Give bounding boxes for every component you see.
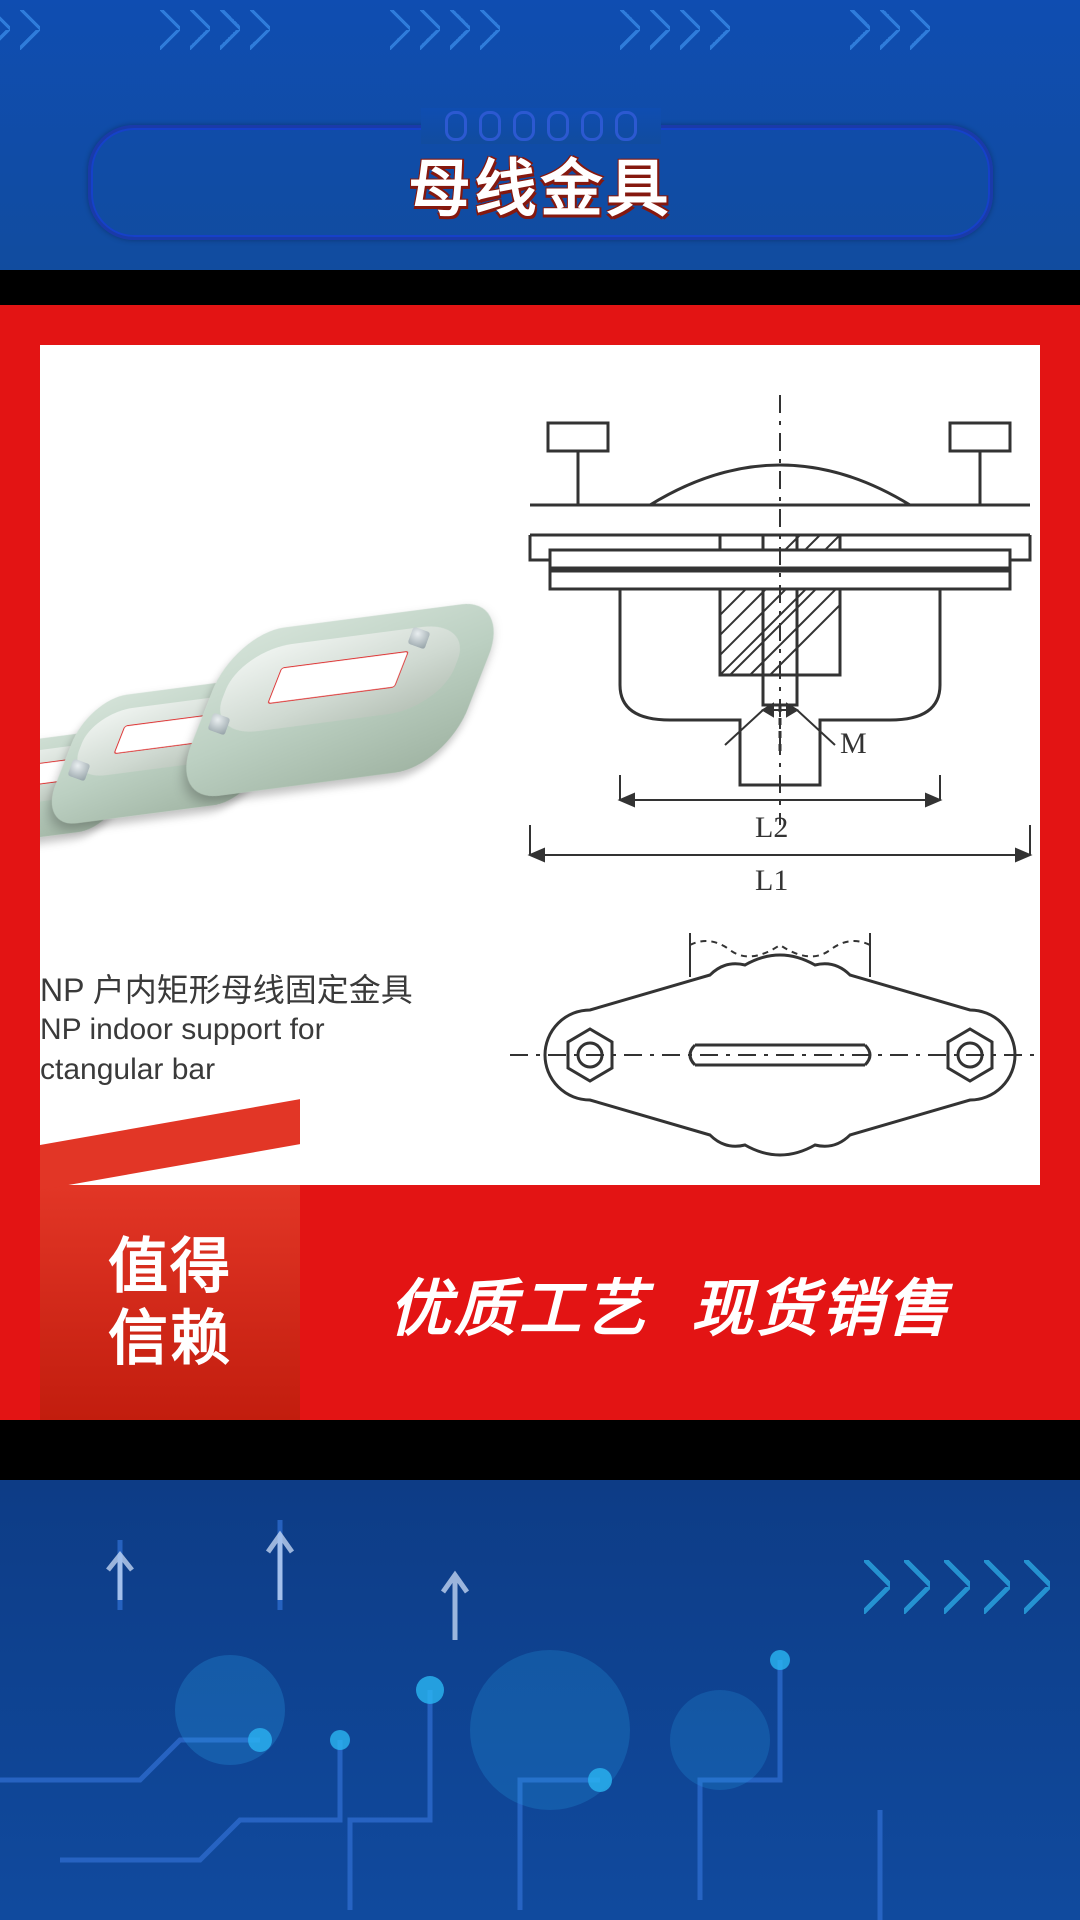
- engineering-drawing-front: M H: [470, 355, 1040, 865]
- arrow-group: [390, 10, 500, 65]
- chevron-right-icon: [650, 10, 670, 50]
- chevron-right-icon: [160, 10, 180, 50]
- chevron-right-icon: [850, 10, 870, 50]
- ornament-segment: [513, 111, 535, 141]
- ornament-segment: [615, 111, 637, 141]
- chevron-right-icon: [190, 10, 210, 50]
- chevron-right-icon: [864, 1560, 890, 1614]
- clamp-large: [210, 615, 470, 785]
- product-block: NP 户内矩形母线固定金具 NP indoor support for ctan…: [0, 305, 1080, 1420]
- chevron-right-icon: [984, 1560, 1010, 1614]
- promo-banner-right: 优质工艺现货销售: [300, 1185, 1040, 1420]
- title-ornament: [421, 108, 661, 144]
- circuit-decor: [0, 1480, 1080, 1920]
- dim-L1: L1: [755, 864, 788, 897]
- promo-badge-left: 值得 信赖: [40, 1185, 300, 1420]
- caption-en-line2: ctangular bar: [40, 1053, 215, 1086]
- separator-strip: [0, 1420, 1080, 1480]
- chevron-right-icon: [390, 10, 410, 50]
- caption-en-line1: NP indoor support for: [40, 1013, 325, 1046]
- chevron-right-icon: [450, 10, 470, 50]
- product-inner: NP 户内矩形母线固定金具 NP indoor support for ctan…: [40, 345, 1040, 1420]
- arrow-group: [0, 10, 40, 65]
- arrow-group: [160, 10, 270, 65]
- chevron-right-icon: [420, 10, 440, 50]
- promo-row: 值得 信赖 优质工艺现货销售: [40, 1185, 1040, 1420]
- page-title: 母线金具: [408, 138, 672, 228]
- product-photo: [40, 515, 470, 935]
- promo-left-line1: 值得: [108, 1233, 232, 1300]
- header-panel: 母线金具: [0, 0, 1080, 270]
- header-decorative-arrows: [0, 10, 1080, 65]
- chevron-right-icon: [904, 1560, 930, 1614]
- promo-trust-text: 值得 信赖: [108, 1231, 232, 1375]
- footer-decorative-arrows: [864, 1560, 1050, 1614]
- page-title-pill: 母线金具: [88, 125, 993, 240]
- footer-panel: [0, 1480, 1080, 1920]
- chevron-right-icon: [910, 10, 930, 50]
- chevron-right-icon: [620, 10, 640, 50]
- chevron-right-icon: [1024, 1560, 1050, 1614]
- chevron-right-icon: [880, 10, 900, 50]
- ornament-segment: [445, 111, 467, 141]
- product-caption-cn: NP 户内矩形母线固定金具: [40, 965, 413, 1011]
- arrow-group: [850, 10, 930, 65]
- ornament-segment: [547, 111, 569, 141]
- chevron-right-icon: [944, 1560, 970, 1614]
- separator-strip: [0, 270, 1080, 305]
- chevron-right-icon: [710, 10, 730, 50]
- chevron-right-icon: [480, 10, 500, 50]
- chevron-right-icon: [250, 10, 270, 50]
- ornament-segment: [581, 111, 603, 141]
- chevron-right-icon: [680, 10, 700, 50]
- chevron-right-icon: [220, 10, 240, 50]
- promo-right-text: 优质工艺现货销售: [389, 1258, 951, 1348]
- engineering-drawing-top: [480, 905, 1040, 1205]
- chevron-right-icon: [20, 10, 40, 50]
- promo-right-part1: 优质工艺: [389, 1275, 649, 1344]
- arrow-group: [620, 10, 730, 65]
- chevron-right-icon: [0, 10, 10, 50]
- product-caption-en: NP indoor support for ctangular bar: [40, 1010, 325, 1090]
- dim-L2: L2: [755, 811, 788, 844]
- ornament-segment: [479, 111, 501, 141]
- dim-M: M: [840, 727, 867, 760]
- promo-left-line2: 信赖: [108, 1305, 232, 1372]
- promo-right-part2: 现货销售: [691, 1275, 951, 1344]
